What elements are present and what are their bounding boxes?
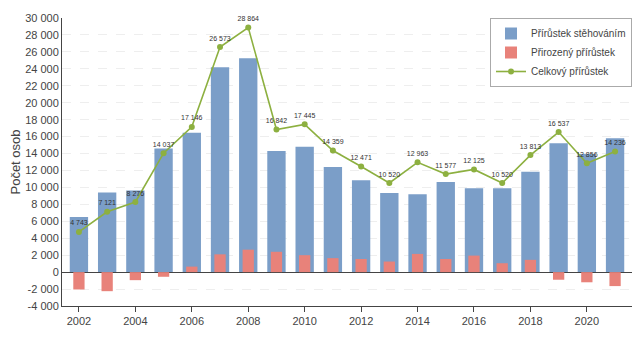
svg-text:22 000: 22 000 bbox=[25, 80, 59, 92]
svg-text:10 520: 10 520 bbox=[491, 171, 513, 178]
svg-text:26 573: 26 573 bbox=[209, 35, 231, 42]
svg-text:28 000: 28 000 bbox=[25, 29, 59, 41]
svg-text:14 236: 14 236 bbox=[604, 139, 626, 146]
svg-text:Přírůstek stěhováním: Přírůstek stěhováním bbox=[531, 28, 625, 39]
svg-text:14 359: 14 359 bbox=[322, 138, 344, 145]
svg-text:4 743: 4 743 bbox=[70, 219, 88, 226]
svg-text:12 125: 12 125 bbox=[463, 157, 485, 164]
svg-text:-2 000: -2 000 bbox=[28, 283, 59, 295]
svg-text:6 000: 6 000 bbox=[31, 215, 59, 227]
svg-text:16 537: 16 537 bbox=[548, 120, 570, 127]
svg-text:11 577: 11 577 bbox=[435, 162, 456, 169]
svg-text:24 000: 24 000 bbox=[25, 63, 59, 75]
svg-text:2018: 2018 bbox=[518, 315, 542, 327]
svg-text:12 856: 12 856 bbox=[576, 151, 598, 158]
svg-text:2006: 2006 bbox=[180, 315, 204, 327]
svg-text:7 121: 7 121 bbox=[98, 199, 116, 206]
svg-text:14 037: 14 037 bbox=[153, 141, 175, 148]
svg-text:2014: 2014 bbox=[405, 315, 429, 327]
svg-text:13 813: 13 813 bbox=[520, 143, 542, 150]
svg-text:2012: 2012 bbox=[349, 315, 373, 327]
svg-text:-4 000: -4 000 bbox=[28, 300, 59, 312]
svg-text:8 276: 8 276 bbox=[127, 190, 145, 197]
svg-text:10 520: 10 520 bbox=[379, 171, 401, 178]
svg-text:12 000: 12 000 bbox=[25, 164, 59, 176]
svg-text:Přirozený přírůstek: Přirozený přírůstek bbox=[531, 47, 616, 58]
svg-text:2016: 2016 bbox=[462, 315, 486, 327]
svg-text:2008: 2008 bbox=[236, 315, 260, 327]
svg-text:17 146: 17 146 bbox=[181, 114, 203, 121]
svg-text:2020: 2020 bbox=[575, 315, 599, 327]
svg-text:14 000: 14 000 bbox=[25, 147, 59, 159]
svg-text:2002: 2002 bbox=[67, 315, 91, 327]
svg-text:18 000: 18 000 bbox=[25, 114, 59, 126]
svg-text:0: 0 bbox=[53, 266, 59, 278]
svg-text:2 000: 2 000 bbox=[31, 249, 59, 261]
svg-text:12 963: 12 963 bbox=[407, 150, 429, 157]
svg-text:16 000: 16 000 bbox=[25, 130, 59, 142]
svg-text:4 000: 4 000 bbox=[31, 232, 59, 244]
svg-text:2010: 2010 bbox=[292, 315, 316, 327]
svg-text:Počet osob: Počet osob bbox=[8, 129, 23, 194]
svg-text:12 471: 12 471 bbox=[350, 154, 372, 161]
svg-text:10 000: 10 000 bbox=[25, 181, 59, 193]
svg-text:30 000: 30 000 bbox=[25, 12, 59, 24]
svg-text:Celkový přírůstek: Celkový přírůstek bbox=[531, 66, 609, 77]
svg-text:20 000: 20 000 bbox=[25, 97, 59, 109]
svg-text:26 000: 26 000 bbox=[25, 46, 59, 58]
svg-text:8 000: 8 000 bbox=[31, 198, 59, 210]
svg-text:2004: 2004 bbox=[123, 315, 147, 327]
svg-text:28 864: 28 864 bbox=[238, 15, 260, 22]
svg-text:16 842: 16 842 bbox=[266, 117, 288, 124]
svg-text:17 445: 17 445 bbox=[294, 112, 316, 119]
